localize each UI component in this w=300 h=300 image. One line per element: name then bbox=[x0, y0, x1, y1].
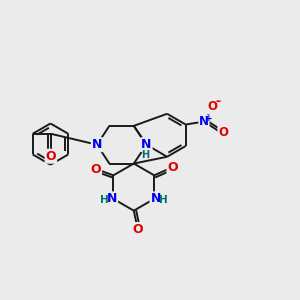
Text: O: O bbox=[90, 163, 101, 176]
Text: O: O bbox=[167, 161, 178, 175]
Text: O: O bbox=[132, 223, 143, 236]
Text: +: + bbox=[205, 114, 213, 123]
Text: O: O bbox=[218, 126, 228, 139]
Text: N: N bbox=[199, 115, 209, 128]
Text: N: N bbox=[151, 192, 161, 206]
Text: H: H bbox=[141, 150, 149, 160]
Text: N: N bbox=[107, 192, 117, 206]
Text: N: N bbox=[92, 138, 102, 151]
Text: N: N bbox=[141, 138, 152, 151]
Text: H: H bbox=[159, 195, 167, 205]
Text: H: H bbox=[100, 195, 109, 205]
Text: -: - bbox=[215, 95, 220, 108]
Text: O: O bbox=[46, 150, 56, 163]
Text: O: O bbox=[207, 100, 217, 113]
